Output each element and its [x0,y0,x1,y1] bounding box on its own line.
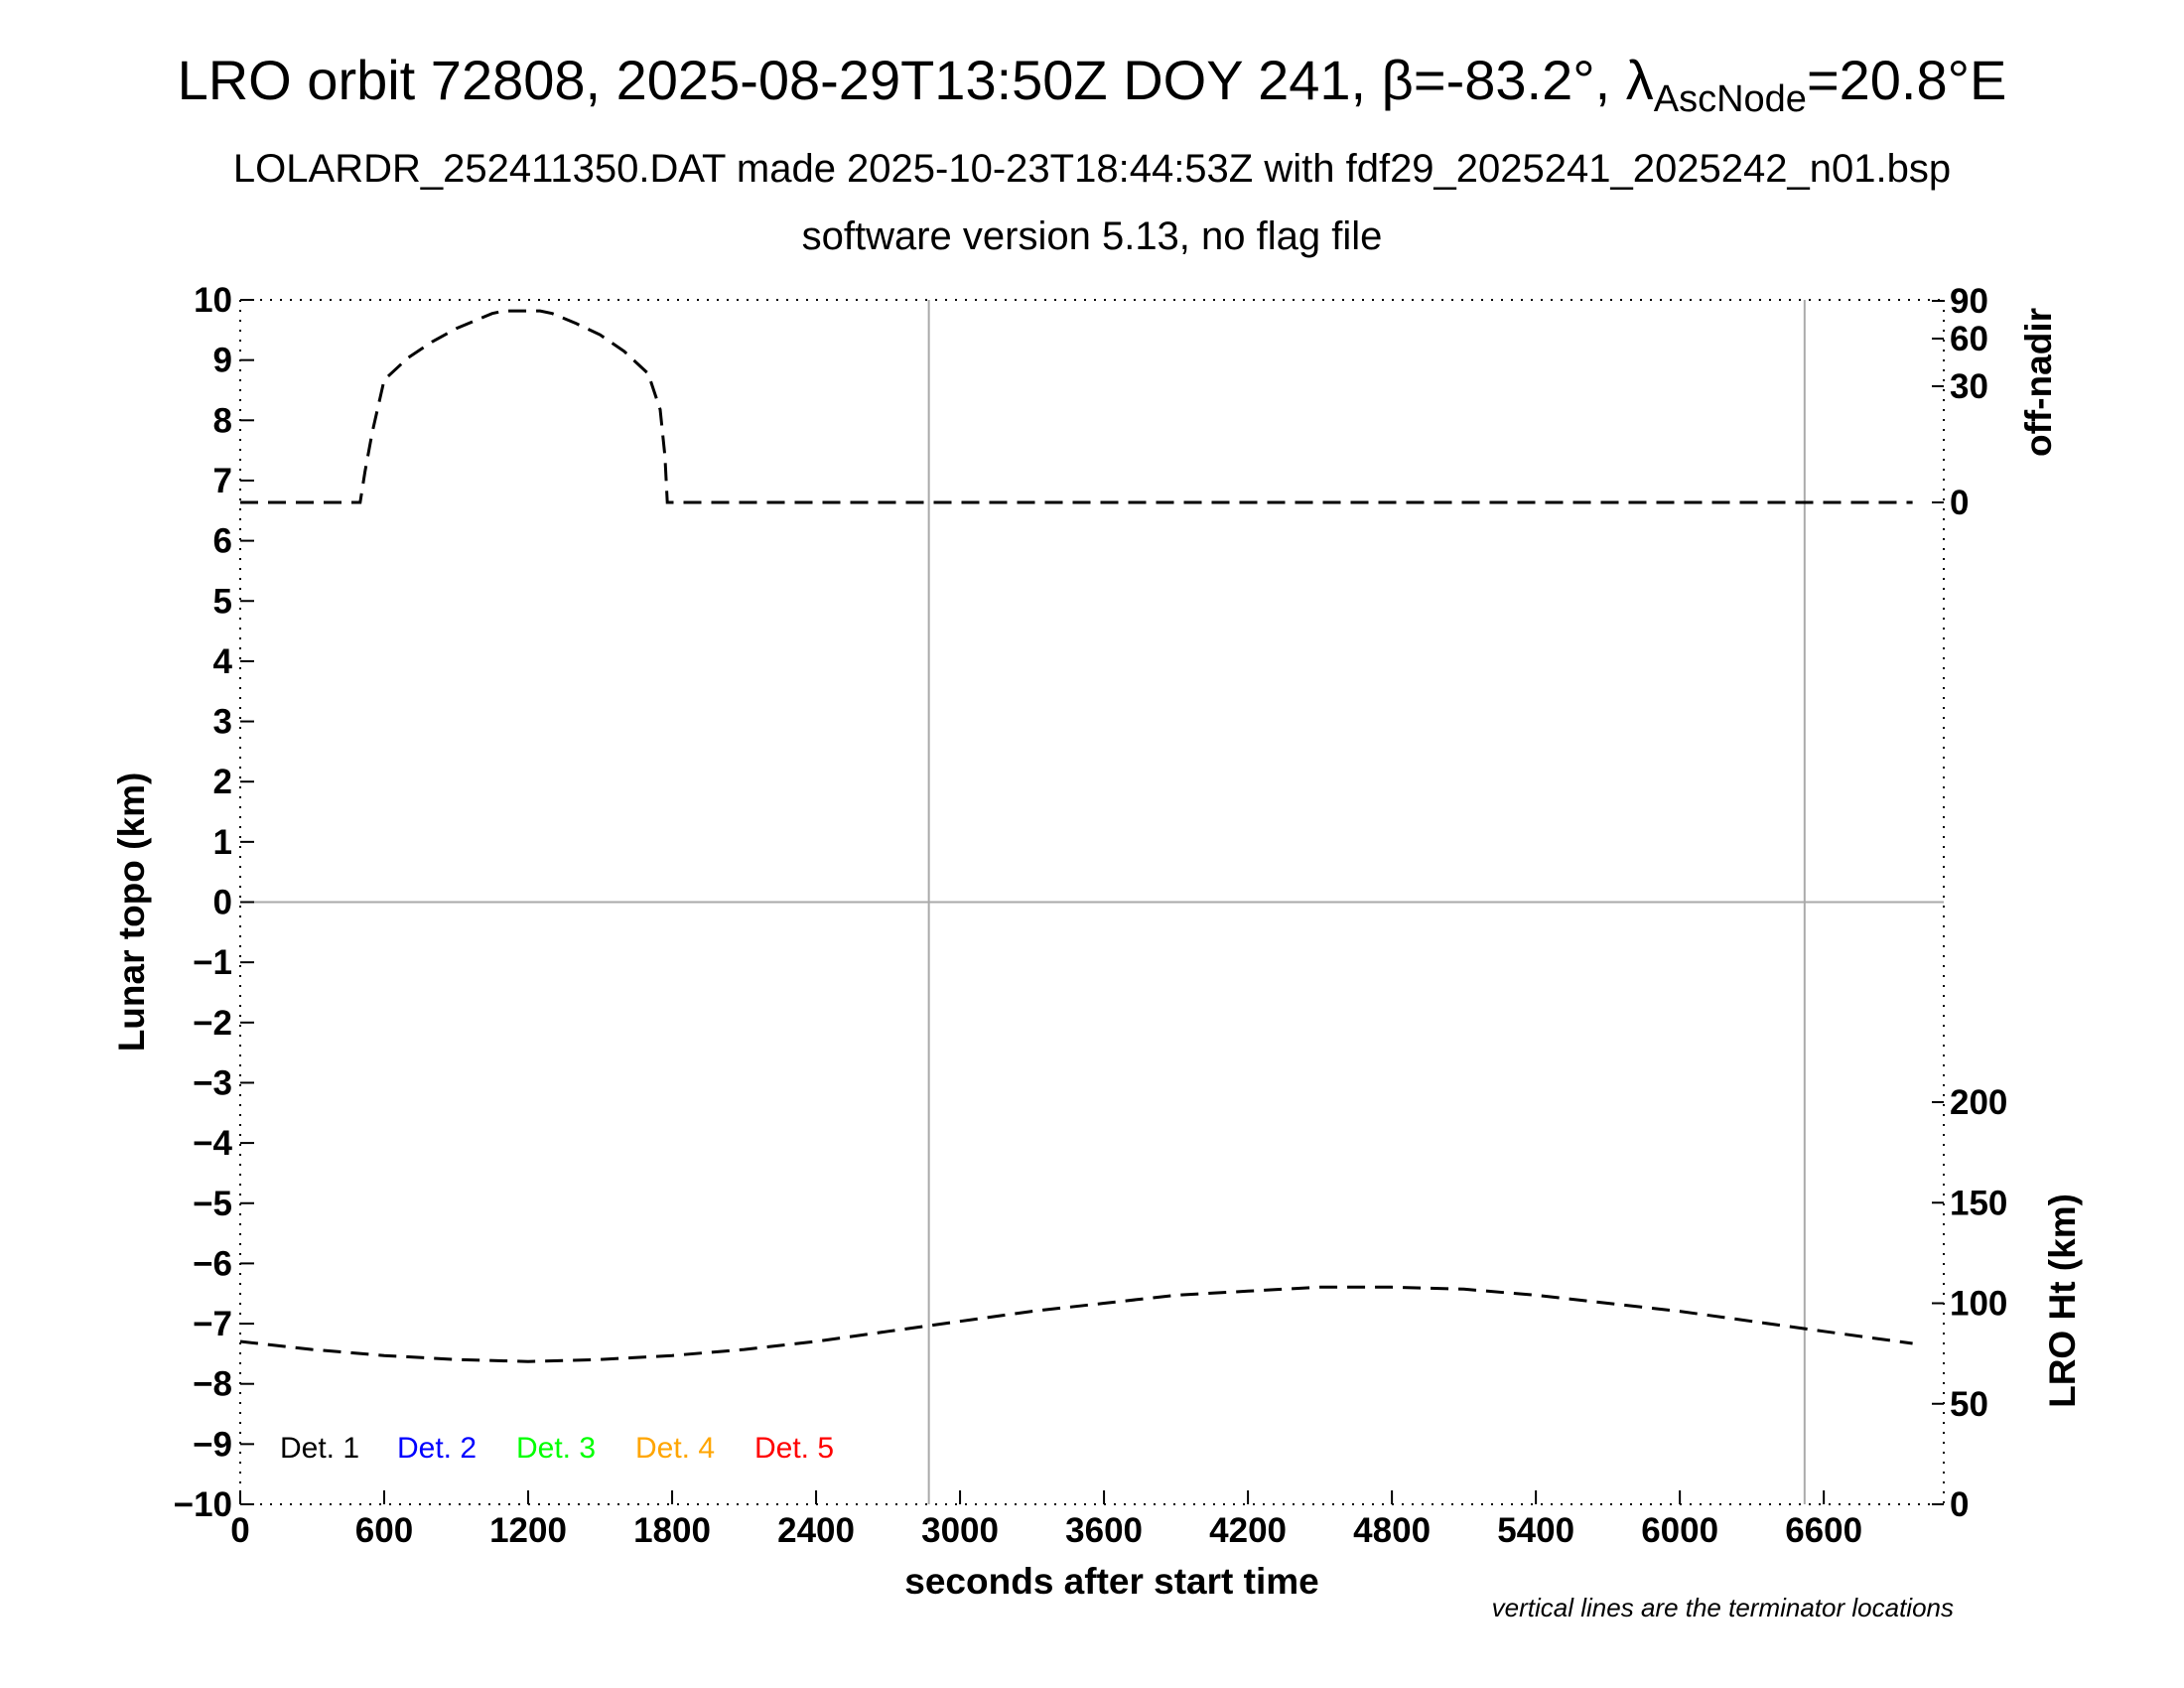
terminator-note: vertical lines are the terminator locati… [1492,1593,1954,1622]
x-tick-label: 1200 [489,1511,567,1550]
x-tick-label: 2400 [777,1511,855,1550]
y-tick-label: −10 [174,1485,232,1524]
x-tick-label: 3000 [921,1511,999,1550]
off-nadir-axis-label: off-nadir [2018,308,2059,457]
y-tick-label: −5 [193,1185,232,1223]
x-tick-label: 3600 [1065,1511,1143,1550]
y-tick-label: 1 [213,823,232,862]
y-tick-label: −3 [193,1063,232,1102]
y-tick-label: −6 [193,1244,232,1283]
series-line-1 [239,1285,1913,1363]
y-tick-label: −2 [193,1004,232,1043]
height-tick-label: 0 [1950,1485,1969,1524]
y-tick-label: 6 [213,522,232,561]
chart-title: LRO orbit 72808, 2025-08-29T13:50Z DOY 2… [0,48,2184,121]
height-tick-label: 150 [1950,1184,2007,1222]
legend-item: Det. 3 [516,1432,596,1465]
title-beta-value: =-83.2°, [1413,49,1626,111]
y-tick-label: 3 [213,703,232,742]
legend-item: Det. 4 [635,1432,715,1465]
offnadir-tick-label: 90 [1950,282,1988,321]
x-tick-label: 0 [230,1511,249,1550]
x-tick-label: 6600 [1785,1511,1862,1550]
y-tick-label: 2 [213,763,232,801]
chart-subtitle-2: software version 5.13, no flag file [801,214,1383,258]
title-beta-symbol: β [1381,49,1414,111]
x-tick-label: 6000 [1641,1511,1718,1550]
x-axis-label: seconds after start time [904,1561,1318,1602]
legend-item: Det. 2 [397,1432,477,1465]
y-tick-label: −8 [193,1365,232,1404]
y-tick-label: −1 [193,943,232,982]
offnadir-tick-label: 30 [1950,367,1988,406]
y-tick-label: 8 [213,401,232,440]
x-tick-label: 4800 [1353,1511,1431,1550]
lro-height-axis-label: LRO Ht (km) [2042,1194,2083,1408]
x-tick-label: 1800 [633,1511,711,1550]
y-tick-label: 10 [194,281,232,320]
y-tick-label: −9 [193,1425,232,1464]
y-tick-label: 9 [213,342,232,380]
title-lambda-value: =20.8°E [1806,49,2007,111]
height-tick-label: 100 [1950,1285,2007,1324]
x-tick-label: 600 [355,1511,413,1550]
title-lambda-symbol: λ [1625,49,1654,111]
y-axis-label: Lunar topo (km) [111,773,152,1053]
legend-item: Det. 1 [280,1432,359,1465]
y-tick-label: 5 [213,582,232,621]
y-tick-label: 7 [213,462,232,500]
y-tick-label: 4 [213,642,233,681]
x-tick-label: 4200 [1209,1511,1287,1550]
x-tick-label: 5400 [1497,1511,1574,1550]
offnadir-tick-label: 0 [1950,484,1969,522]
y-tick-label: −7 [193,1305,232,1343]
offnadir-tick-label: 60 [1950,320,1988,358]
height-tick-label: 50 [1950,1385,1988,1424]
title-lambda-subscript: AscNode [1653,78,1807,121]
title-prefix: LRO orbit 72808, 2025-08-29T13:50Z DOY 2… [177,49,1382,111]
y-tick-label: −4 [193,1124,232,1163]
y-tick-label: 0 [213,884,232,922]
series-line-0 [240,309,1913,504]
chart-subtitle: LOLARDR_252411350.DAT made 2025-10-23T18… [232,147,1952,191]
height-tick-label: 200 [1950,1083,2007,1122]
legend-item: Det. 5 [754,1432,834,1465]
